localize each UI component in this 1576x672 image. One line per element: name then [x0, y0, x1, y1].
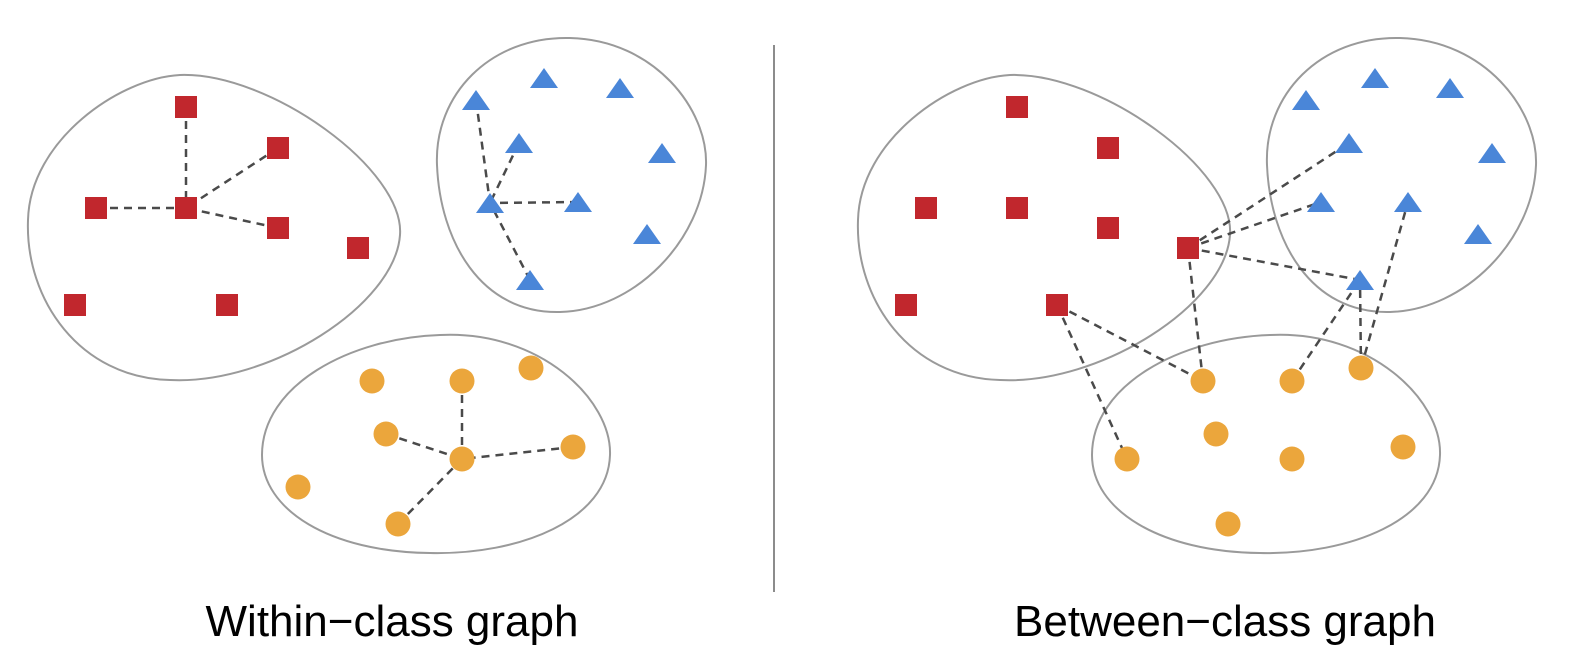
edge — [1187, 200, 1322, 250]
square-node — [267, 137, 289, 159]
square-cluster-boundary — [856, 73, 1232, 382]
circle-class-nodes — [285, 355, 586, 537]
triangle-class-nodes — [462, 68, 676, 290]
triangle-cluster-boundary — [1265, 36, 1538, 314]
triangle-node — [1346, 270, 1374, 290]
triangle-node — [530, 68, 558, 88]
triangle-node — [476, 193, 504, 213]
square-node — [175, 96, 197, 118]
between-class-panel: Between−class graph — [856, 36, 1538, 646]
circle-node — [385, 511, 411, 537]
circle-node — [1348, 355, 1374, 381]
edge — [185, 146, 279, 210]
edge — [185, 206, 279, 230]
circle-node — [518, 355, 544, 381]
circle-node — [560, 434, 586, 460]
square-class-nodes — [895, 96, 1199, 316]
edge — [1359, 201, 1410, 369]
circle-node — [449, 368, 475, 394]
edge — [489, 200, 579, 205]
square-node — [175, 197, 197, 219]
between-class-edges — [1055, 141, 1410, 460]
circle-class-nodes — [1114, 355, 1416, 537]
triangle-node — [633, 224, 661, 244]
triangle-node — [1436, 78, 1464, 98]
edge — [1055, 304, 1129, 460]
circle-node — [1114, 446, 1140, 472]
edge — [488, 202, 532, 281]
triangle-node — [505, 133, 533, 153]
square-node — [1097, 217, 1119, 239]
square-cluster-boundary — [26, 73, 402, 382]
circle-node — [359, 368, 385, 394]
triangle-node — [1464, 224, 1492, 244]
triangle-node — [564, 192, 592, 212]
circle-node — [449, 446, 475, 472]
edge — [1358, 279, 1363, 369]
square-node — [915, 197, 937, 219]
edge — [474, 99, 492, 204]
right-caption: Between−class graph — [1014, 597, 1436, 646]
square-node — [1006, 96, 1028, 118]
triangle-class-nodes — [1292, 68, 1506, 290]
edge — [461, 445, 574, 461]
circle-cluster-boundary — [260, 333, 612, 555]
edge — [1290, 279, 1362, 382]
edge — [1186, 247, 1205, 382]
within-class-edges — [96, 99, 579, 525]
square-node — [85, 197, 107, 219]
triangle-node — [606, 78, 634, 98]
circle-node — [1279, 446, 1305, 472]
triangle-node — [1361, 68, 1389, 88]
edge — [397, 458, 463, 525]
square-node — [1046, 294, 1068, 316]
square-node — [1006, 197, 1028, 219]
square-node — [267, 217, 289, 239]
circle-node — [1279, 368, 1305, 394]
triangle-node — [1335, 133, 1363, 153]
triangle-node — [648, 143, 676, 163]
left-caption: Within−class graph — [206, 597, 579, 646]
circle-node — [285, 474, 311, 500]
edge — [1187, 141, 1350, 250]
circle-node — [373, 421, 399, 447]
edge — [1187, 246, 1361, 282]
triangle-cluster-boundary — [435, 36, 708, 314]
edge — [488, 142, 521, 204]
within-class-panel: Within−class graph — [26, 36, 708, 646]
square-node — [1097, 137, 1119, 159]
circle-node — [1215, 511, 1241, 537]
triangle-node — [1394, 192, 1422, 212]
square-node — [1177, 237, 1199, 259]
circle-node — [1390, 434, 1416, 460]
circle-cluster-boundary — [1090, 333, 1442, 555]
triangle-node — [1307, 192, 1335, 212]
square-class-nodes — [64, 96, 369, 316]
circle-node — [1190, 368, 1216, 394]
triangle-node — [462, 90, 490, 110]
square-node — [347, 237, 369, 259]
square-node — [64, 294, 86, 316]
triangle-node — [1292, 90, 1320, 110]
triangle-node — [516, 270, 544, 290]
square-node — [895, 294, 917, 316]
circle-node — [1203, 421, 1229, 447]
square-node — [216, 294, 238, 316]
triangle-node — [1478, 143, 1506, 163]
